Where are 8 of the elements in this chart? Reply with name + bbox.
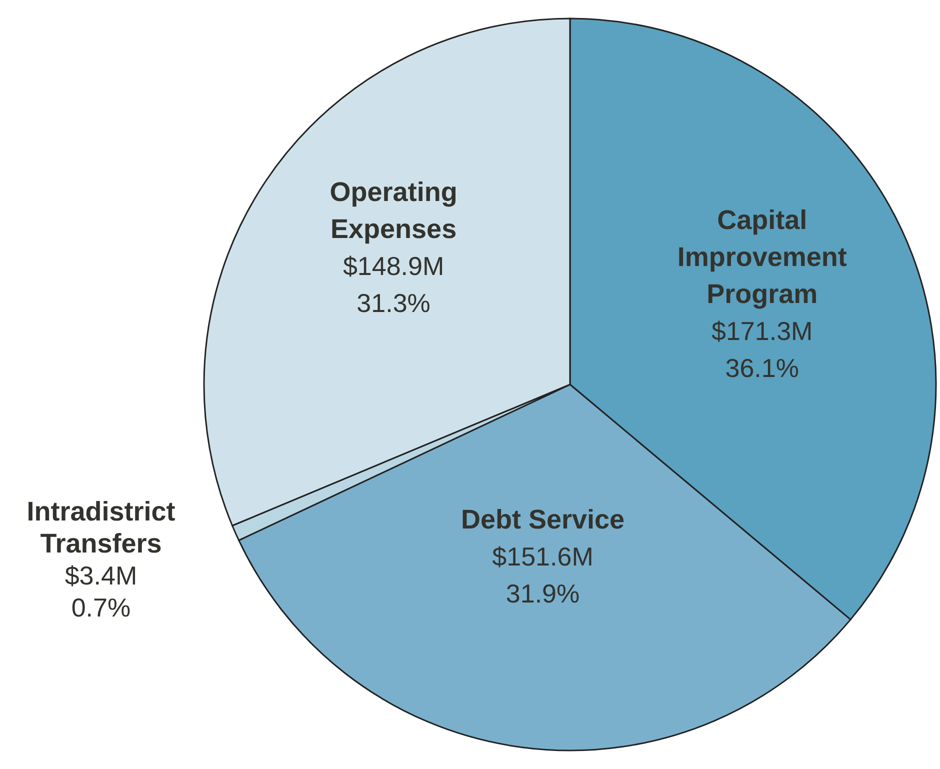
text: $151.6M 31.9% (492, 542, 594, 609)
category-label: Capital Improvement Program (677, 204, 847, 309)
category-label: Operating Expenses (330, 176, 458, 244)
slice-label: Debt Service (460, 504, 625, 535)
text: $148.9M 31.3% (342, 250, 444, 318)
text: $3.4M 0.7% (64, 560, 138, 623)
text: $171.3M 36.1% (712, 316, 813, 383)
category-label: Intradistrict Transfers (26, 496, 176, 559)
